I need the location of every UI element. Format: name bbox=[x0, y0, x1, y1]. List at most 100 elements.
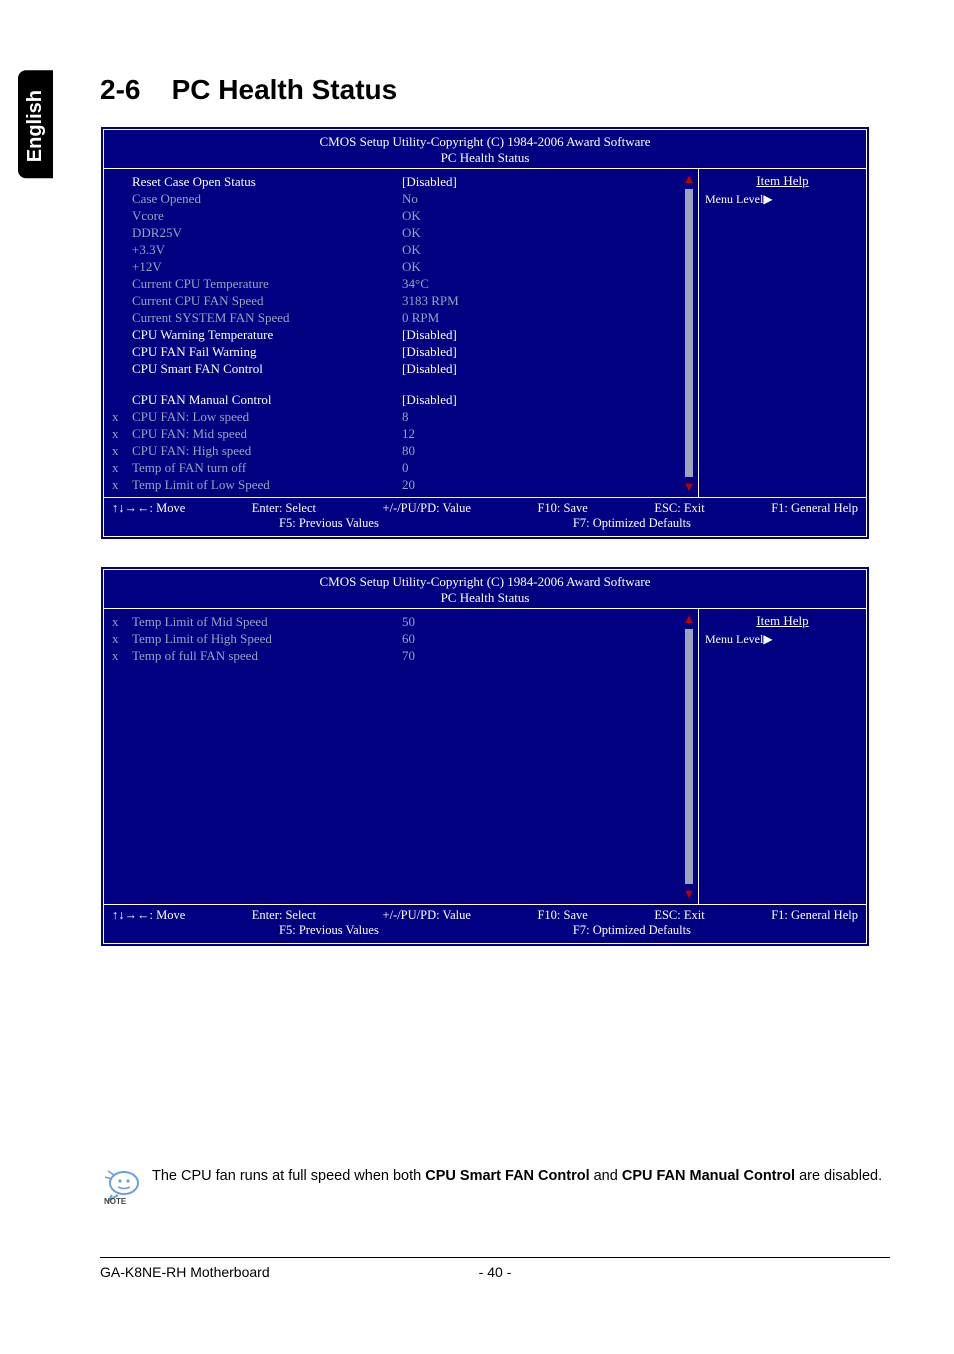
row-value: [Disabled] bbox=[402, 391, 690, 408]
hint-f5: F5: Previous Values bbox=[279, 516, 379, 531]
row-label: Current CPU Temperature bbox=[132, 275, 402, 292]
hint-enter-2: Enter: Select bbox=[252, 908, 316, 923]
bios-row: VcoreOK bbox=[112, 207, 690, 224]
row-label: Temp Limit of Mid Speed bbox=[132, 613, 402, 630]
note-bold-2: CPU FAN Manual Control bbox=[622, 1168, 795, 1184]
row-value: 60 bbox=[402, 630, 690, 647]
row-value: [Disabled] bbox=[402, 360, 690, 377]
footer-right bbox=[555, 1264, 890, 1280]
row-value: [Disabled] bbox=[402, 326, 690, 343]
row-label: +3.3V bbox=[132, 241, 402, 258]
row-prefix bbox=[112, 173, 132, 190]
row-prefix: x bbox=[112, 476, 132, 493]
hint-f7-2: F7: Optimized Defaults bbox=[573, 923, 691, 938]
section-title-text: PC Health Status bbox=[172, 74, 398, 105]
row-value: 12 bbox=[402, 425, 690, 442]
row-label: Temp Limit of Low Speed bbox=[132, 476, 402, 493]
footer-page-number: - 40 - bbox=[435, 1264, 555, 1280]
row-value: No bbox=[402, 190, 690, 207]
row-label: CPU Smart FAN Control bbox=[132, 360, 402, 377]
bios-right-pane-2: Item Help Menu Level▶ bbox=[698, 609, 866, 904]
row-label: Current CPU FAN Speed bbox=[132, 292, 402, 309]
scrollbar-2: ▲ ▼ bbox=[684, 611, 694, 902]
menu-level-label: Menu Level▶ bbox=[705, 192, 773, 206]
bios-row: xTemp of FAN turn off0 bbox=[112, 459, 690, 476]
hint-f5-2: F5: Previous Values bbox=[279, 923, 379, 938]
row-value: [Disabled] bbox=[402, 173, 690, 190]
scroll-track bbox=[685, 189, 693, 477]
row-label: CPU FAN: Low speed bbox=[132, 408, 402, 425]
row-value: [Disabled] bbox=[402, 343, 690, 360]
bios-panel-1: CMOS Setup Utility-Copyright (C) 1984-20… bbox=[100, 126, 870, 540]
row-prefix bbox=[112, 224, 132, 241]
row-label: CPU FAN: High speed bbox=[132, 442, 402, 459]
row-label: DDR25V bbox=[132, 224, 402, 241]
bios-header-line1: CMOS Setup Utility-Copyright (C) 1984-20… bbox=[104, 134, 866, 150]
bios-row: Case OpenedNo bbox=[112, 190, 690, 207]
row-label: Current SYSTEM FAN Speed bbox=[132, 309, 402, 326]
row-label: CPU Warning Temperature bbox=[132, 326, 402, 343]
item-help-title: Item Help bbox=[705, 173, 860, 189]
row-prefix bbox=[112, 326, 132, 343]
row-value: 8 bbox=[402, 408, 690, 425]
row-label: Vcore bbox=[132, 207, 402, 224]
bios-header2-line1: CMOS Setup Utility-Copyright (C) 1984-20… bbox=[104, 574, 866, 590]
row-prefix bbox=[112, 190, 132, 207]
footer-product: GA-K8NE-RH Motherboard bbox=[100, 1264, 435, 1280]
row-prefix bbox=[112, 343, 132, 360]
hint-move: ↑↓→←: Move bbox=[112, 501, 185, 516]
page-footer: GA-K8NE-RH Motherboard - 40 - bbox=[100, 1257, 890, 1280]
row-value: 70 bbox=[402, 647, 690, 664]
bios-footer-2: ↑↓→←: Move Enter: Select +/-/PU/PD: Valu… bbox=[104, 904, 866, 943]
hint-f10: F10: Save bbox=[537, 501, 587, 516]
note-bold-1: CPU Smart FAN Control bbox=[425, 1168, 589, 1184]
row-value: 34°C bbox=[402, 275, 690, 292]
bios-row: xTemp of full FAN speed70 bbox=[112, 647, 690, 664]
bios-row: xTemp Limit of High Speed60 bbox=[112, 630, 690, 647]
row-value: OK bbox=[402, 207, 690, 224]
bios-row: CPU Smart FAN Control[Disabled] bbox=[112, 360, 690, 377]
row-label: Temp of full FAN speed bbox=[132, 647, 402, 664]
bios-row: +3.3VOK bbox=[112, 241, 690, 258]
row-value: 0 RPM bbox=[402, 309, 690, 326]
item-help-title-2: Item Help bbox=[705, 613, 860, 629]
row-value: 0 bbox=[402, 459, 690, 476]
row-prefix bbox=[112, 391, 132, 408]
hint-f7: F7: Optimized Defaults bbox=[573, 516, 691, 531]
row-prefix bbox=[112, 207, 132, 224]
note-icon: NOTE bbox=[100, 1165, 144, 1205]
row-prefix: x bbox=[112, 630, 132, 647]
svg-text:NOTE: NOTE bbox=[104, 1197, 127, 1205]
hint-esc: ESC: Exit bbox=[654, 501, 704, 516]
row-label: Reset Case Open Status bbox=[132, 173, 402, 190]
row-value: 80 bbox=[402, 442, 690, 459]
row-value: OK bbox=[402, 258, 690, 275]
row-prefix: x bbox=[112, 647, 132, 664]
scrollbar: ▲ ▼ bbox=[684, 171, 694, 495]
hint-f10-2: F10: Save bbox=[537, 908, 587, 923]
row-label: Temp of FAN turn off bbox=[132, 459, 402, 476]
bios-row: Current SYSTEM FAN Speed0 RPM bbox=[112, 309, 690, 326]
scroll-down-icon-2: ▼ bbox=[683, 886, 696, 902]
row-prefix: x bbox=[112, 442, 132, 459]
bios-header: CMOS Setup Utility-Copyright (C) 1984-20… bbox=[104, 130, 866, 168]
section-number: 2-6 bbox=[100, 74, 140, 105]
row-value: 50 bbox=[402, 613, 690, 630]
hint-pupd-2: +/-/PU/PD: Value bbox=[383, 908, 471, 923]
row-label: Temp Limit of High Speed bbox=[132, 630, 402, 647]
row-value: 3183 RPM bbox=[402, 292, 690, 309]
section-heading: 2-6 PC Health Status bbox=[100, 74, 890, 106]
row-value: OK bbox=[402, 224, 690, 241]
bios-row: CPU Warning Temperature[Disabled] bbox=[112, 326, 690, 343]
bios-row: xCPU FAN: High speed80 bbox=[112, 442, 690, 459]
row-prefix bbox=[112, 241, 132, 258]
row-label: CPU FAN: Mid speed bbox=[132, 425, 402, 442]
bios-header-line2: PC Health Status bbox=[104, 150, 866, 166]
bios-right-pane: Item Help Menu Level▶ bbox=[698, 169, 866, 497]
bios-row: xCPU FAN: Low speed8 bbox=[112, 408, 690, 425]
hint-esc-2: ESC: Exit bbox=[654, 908, 704, 923]
row-prefix: x bbox=[112, 459, 132, 476]
bios-row: CPU FAN Fail Warning[Disabled] bbox=[112, 343, 690, 360]
hint-pupd: +/-/PU/PD: Value bbox=[383, 501, 471, 516]
note-text: The CPU fan runs at full speed when both… bbox=[152, 1165, 882, 1187]
